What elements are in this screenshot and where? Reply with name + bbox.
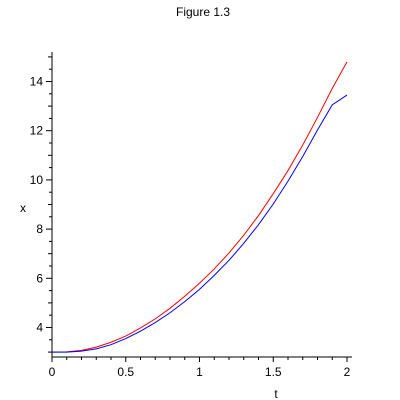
blue-series-line <box>52 94 348 353</box>
y-tick-label: 6 <box>36 271 43 285</box>
x-tick-label: 0 <box>49 365 56 379</box>
axes <box>51 52 352 358</box>
x-tick-label: 1.5 <box>265 365 282 379</box>
x-axis-label: t <box>274 387 278 400</box>
y-ticks: 4 6 8 10 12 14 <box>30 56 52 353</box>
red-series-line <box>51 61 348 353</box>
x-tick-label: 0.5 <box>117 365 134 379</box>
y-tick-label: 14 <box>30 75 44 89</box>
series-lines <box>51 61 348 353</box>
chart-title: Figure 1.3 <box>176 5 230 19</box>
y-tick-label: 10 <box>30 173 44 187</box>
y-tick-label: 4 <box>36 320 43 334</box>
x-tick-label: 2 <box>344 365 351 379</box>
x-ticks: 0 0.5 1 1.5 2 <box>49 357 351 379</box>
y-tick-label: 8 <box>36 222 43 236</box>
x-tick-label: 1 <box>196 365 203 379</box>
y-axis-label: x <box>20 201 26 215</box>
y-tick-label: 12 <box>30 124 44 138</box>
